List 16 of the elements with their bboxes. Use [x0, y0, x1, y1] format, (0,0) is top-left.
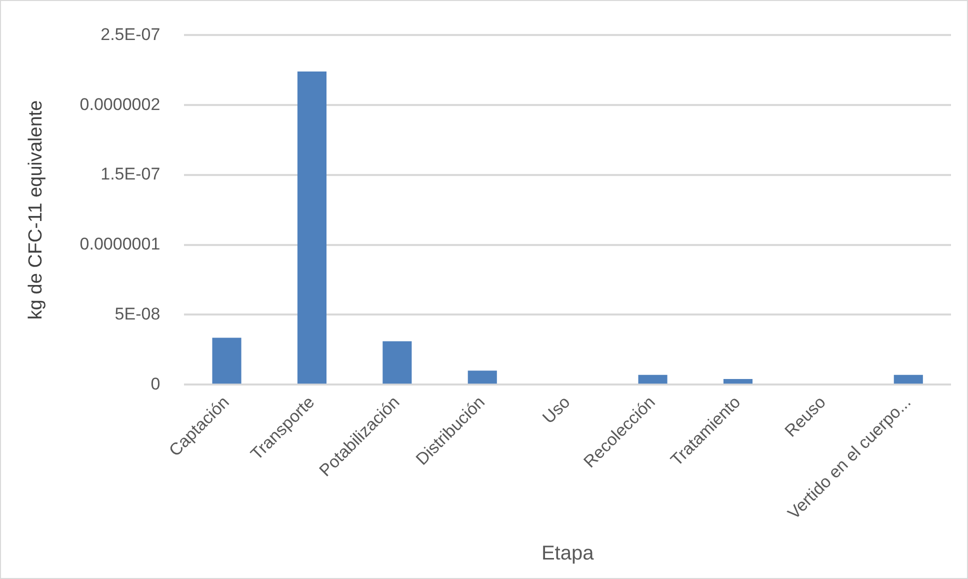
x-tick-label: Uso	[538, 392, 574, 428]
y-tick-label: 0	[150, 374, 160, 394]
y-tick-label: 1.5E-07	[100, 164, 160, 184]
y-tick-label: 2.5E-07	[100, 24, 160, 44]
y-axis-title: kg de CFC-11 equivalente	[26, 100, 47, 320]
bar	[468, 370, 497, 384]
y-tick-label: 5E-08	[114, 304, 160, 324]
x-axis-title: Etapa	[541, 542, 595, 565]
y-tick-label: 0.0000002	[80, 94, 160, 114]
bar	[297, 72, 326, 384]
bar	[894, 374, 923, 384]
bar	[638, 374, 668, 384]
bar	[382, 341, 412, 384]
y-tick-label: 0.0000001	[80, 234, 160, 254]
bar	[723, 379, 753, 384]
bar	[212, 338, 242, 384]
